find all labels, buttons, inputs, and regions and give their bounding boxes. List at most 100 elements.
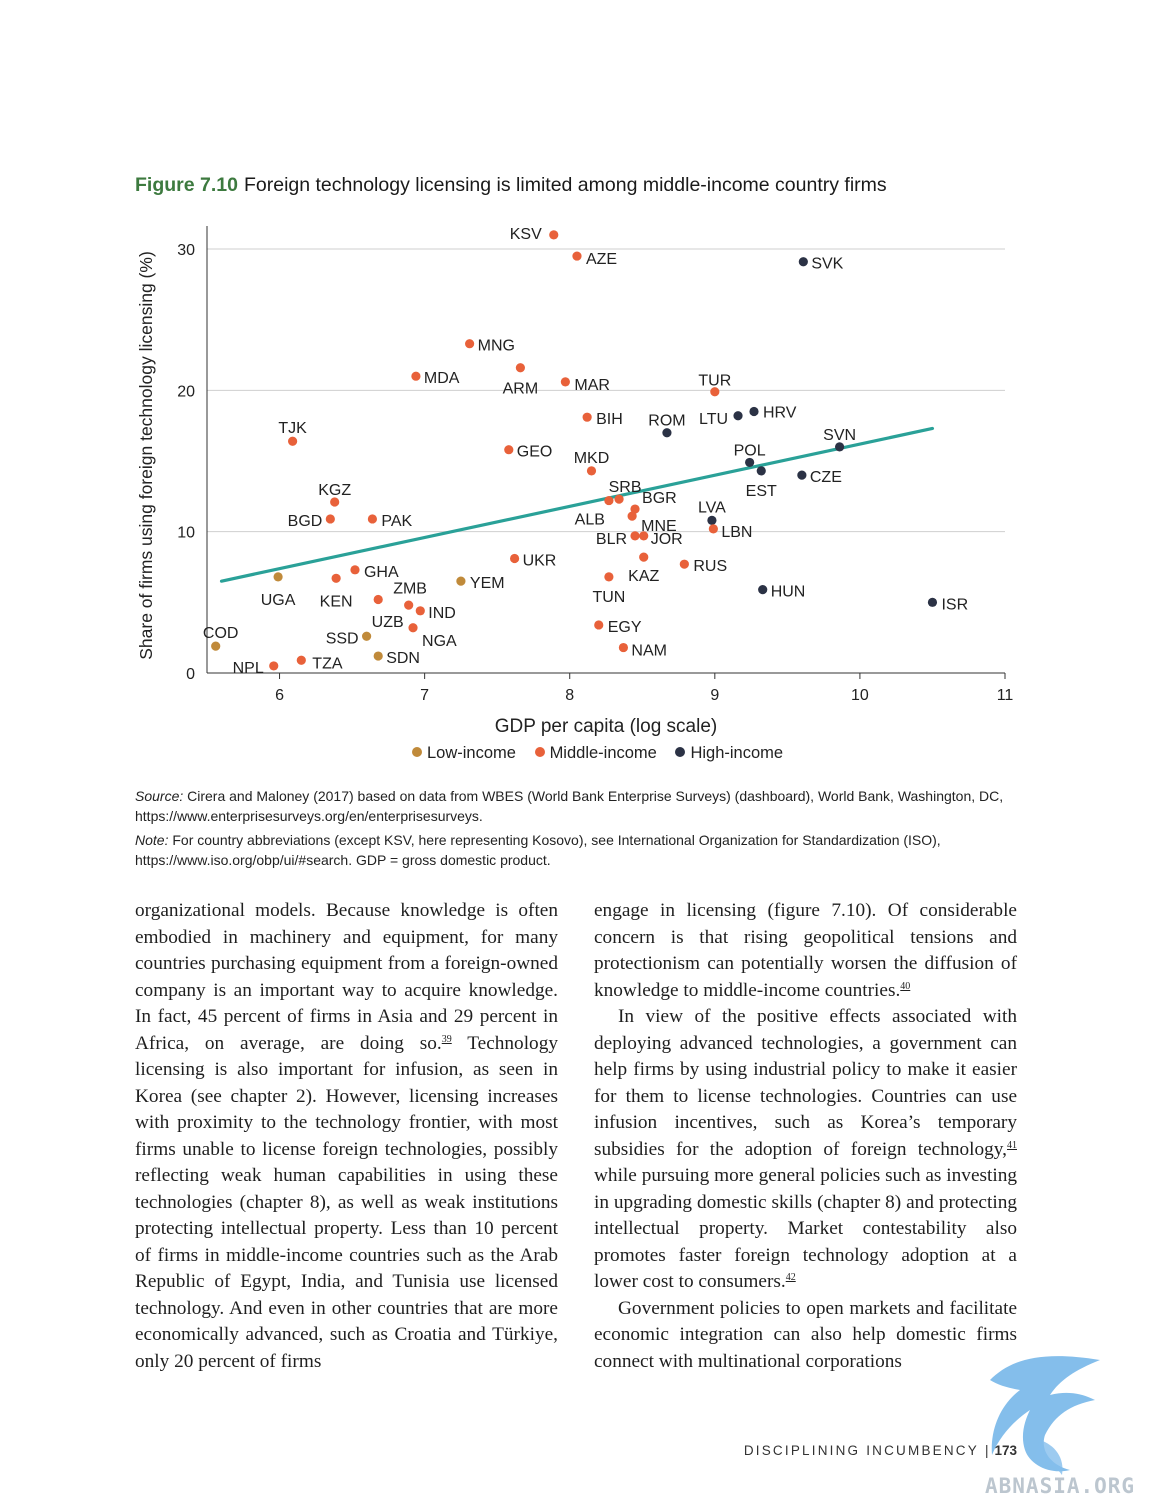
point-label-rom: ROM	[648, 413, 685, 430]
point-pak	[367, 514, 378, 524]
figure-title-text: Foreign technology licensing is limited …	[243, 174, 887, 196]
point-label-uzb: UZB	[372, 614, 404, 631]
point-gha	[350, 565, 360, 575]
point-sdn	[373, 651, 383, 661]
chart-grid	[207, 248, 1005, 533]
point-srb	[614, 494, 624, 504]
point-label-rus: RUS	[693, 558, 727, 575]
point-label-hun: HUN	[771, 584, 806, 601]
point-ukr	[509, 553, 520, 564]
point-label-uga: UGA	[261, 592, 296, 609]
point-tza	[296, 655, 306, 665]
point-label-geo: GEO	[517, 444, 553, 461]
source-text: Cirera and Maloney (2017) based on data …	[135, 788, 1004, 824]
point-svn	[834, 442, 845, 452]
point-label-ssd: SSD	[326, 630, 359, 647]
point-label-tza: TZA	[312, 655, 343, 672]
point-label-tjk: TJK	[278, 420, 307, 437]
point-label-srb: SRB	[609, 479, 642, 496]
point-tjk	[288, 436, 298, 446]
paragraph: organizational models. Because knowledge…	[135, 900, 558, 1372]
point-rom	[662, 428, 672, 438]
point-label-nam: NAM	[631, 643, 667, 660]
point-label-arm: ARM	[503, 381, 539, 398]
note-text: For country abbreviations (except KSV, h…	[135, 832, 941, 868]
legend-item-middle: Middle-income	[534, 744, 657, 762]
point-label-lbn: LBN	[721, 524, 752, 541]
point-label-cod: COD	[203, 625, 239, 642]
point-cze	[797, 470, 807, 480]
point-pol	[745, 457, 755, 468]
point-label-mkd: MKD	[574, 450, 610, 467]
note-label: Note:	[135, 832, 169, 848]
x-axis-label: GDP per capita (log scale)	[495, 716, 717, 737]
x-tick-label: 9	[710, 687, 719, 704]
point-mar	[560, 377, 570, 387]
point-lva	[707, 515, 717, 525]
points-layer	[211, 230, 938, 671]
footnote-ref[interactable]: 41	[1007, 1139, 1017, 1151]
point-geo	[504, 445, 514, 455]
point-uzb	[404, 600, 414, 610]
legend-label-middle: Middle-income	[549, 744, 657, 762]
point-bih	[582, 412, 592, 422]
point-ksv	[549, 230, 559, 240]
source-label: Source:	[135, 788, 184, 804]
point-label-ind: IND	[428, 605, 456, 622]
point-arm	[515, 363, 525, 373]
chart-axes: 0 10 20 30 6 7 8 9 10 11 GDP per capita (log scale…	[136, 226, 1013, 737]
point-label-sdn: SDN	[386, 650, 420, 667]
point-zmb	[373, 594, 383, 605]
point-label-bgr: BGR	[642, 490, 677, 507]
y-tick-label: 10	[177, 525, 195, 542]
point-aze	[572, 251, 582, 261]
point-label-blr: BLR	[596, 531, 627, 548]
chart-legend: Low-income Middle-income High-income	[412, 744, 797, 763]
running-footer-section: DISCIPLINING INCUMBENCY	[743, 1443, 979, 1458]
scatter-chart: 0 10 20 30 6 7 8 9 10 11 GDP per capita (log scale…	[136, 226, 1013, 737]
point-hun	[758, 585, 768, 595]
point-label-ksv: KSV	[510, 226, 542, 243]
point-bgd	[325, 514, 335, 524]
point-label-alb: ALB	[575, 512, 605, 529]
labels-layer: KSV AZE SVK MNG ARM MDA MAR TUR BIH LTU HRV ROM TJK S…	[203, 226, 968, 677]
x-tick-label: 10	[851, 687, 869, 704]
point-label-ken: KEN	[320, 593, 353, 610]
footnote-ref[interactable]: 39	[441, 1033, 452, 1045]
y-axis-label: Share of firms using foreign technology …	[136, 251, 156, 660]
point-label-mng: MNG	[478, 338, 515, 355]
point-nga	[408, 623, 418, 633]
trend-layer	[219, 426, 935, 583]
point-tur	[710, 387, 720, 397]
point-label-svk: SVK	[811, 256, 843, 273]
point-label-mne: MNE	[641, 518, 677, 535]
page-number: 173	[994, 1443, 1017, 1458]
paragraph: In view of the positive effects associat…	[594, 1006, 1017, 1292]
y-tick-label: 20	[177, 383, 195, 400]
point-bgr	[630, 504, 640, 514]
eagle-logo-icon	[990, 1356, 1100, 1475]
legend-label-low: Low-income	[427, 744, 516, 762]
legend-dot-high	[675, 747, 686, 757]
point-ltu	[733, 411, 743, 421]
point-label-kaz: KAZ	[628, 568, 659, 585]
point-label-cze: CZE	[810, 469, 842, 486]
figure-title: Figure 7.10 Foreign technology licensing …	[135, 174, 887, 197]
point-mkd	[586, 466, 597, 476]
point-ind	[415, 606, 425, 616]
point-label-jor: JOR	[651, 531, 683, 548]
point-label-egy: EGY	[608, 619, 642, 636]
point-label-svn: SVN	[823, 427, 856, 444]
paragraph: Government policies to open markets and …	[594, 1297, 1017, 1372]
paragraph: engage in licensing (figure 7.10). Of co…	[594, 900, 1017, 1001]
point-label-ukr: UKR	[523, 553, 557, 570]
body-column-right: engage in licensing (figure 7.10). Of co…	[594, 898, 1017, 1375]
figure-number: Figure 7.10	[135, 174, 238, 196]
footnote-ref[interactable]: 42	[785, 1272, 796, 1283]
point-ken	[331, 573, 341, 583]
point-label-tur: TUR	[698, 373, 731, 390]
footnote-ref[interactable]: 40	[900, 980, 911, 992]
point-label-nga: NGA	[422, 633, 457, 650]
point-label-aze: AZE	[586, 251, 617, 268]
point-ssd	[362, 631, 372, 641]
